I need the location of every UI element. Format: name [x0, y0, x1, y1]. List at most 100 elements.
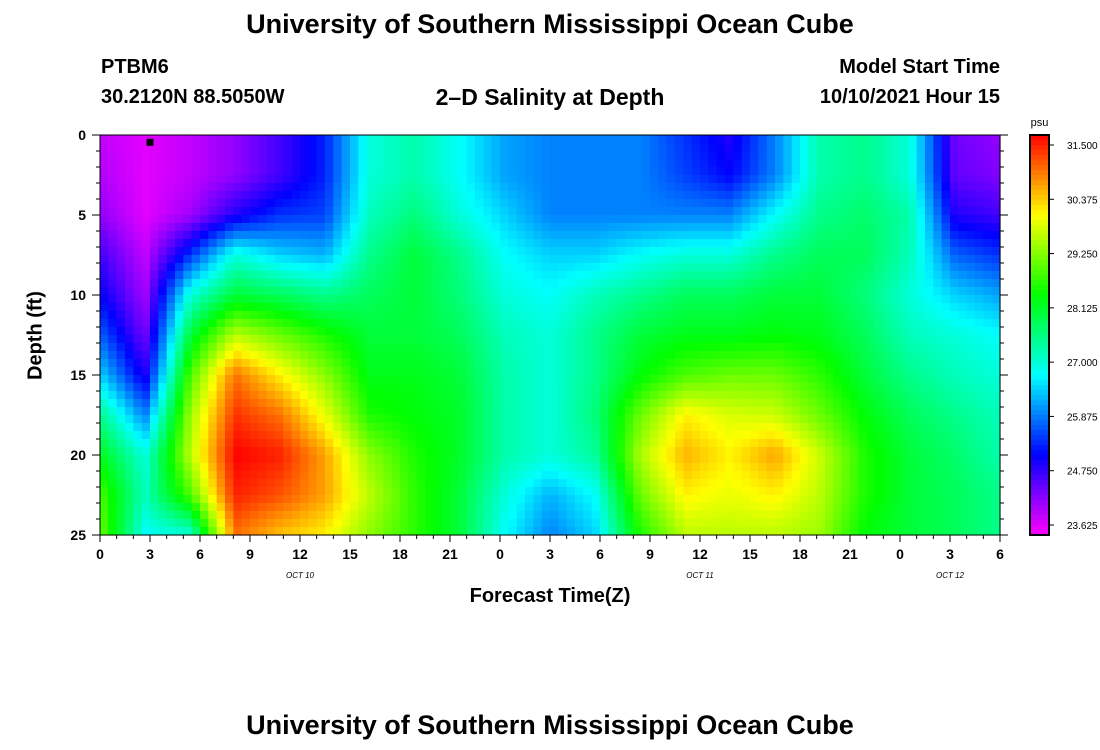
heatmap-cell — [358, 455, 368, 464]
heatmap-cell — [741, 223, 751, 232]
heatmap-cell — [608, 367, 618, 376]
heatmap-cell — [600, 343, 609, 352]
heatmap-cell — [450, 135, 459, 144]
heatmap-cell — [866, 287, 876, 296]
heatmap-cell — [100, 463, 109, 472]
heatmap-cell — [166, 287, 176, 296]
heatmap-cell — [791, 231, 801, 240]
heatmap-cell — [891, 391, 901, 400]
heatmap-cell — [583, 191, 593, 200]
heatmap-cell — [158, 215, 168, 224]
heatmap-cell — [441, 223, 451, 232]
heatmap-cell — [433, 199, 443, 208]
heatmap-cell — [125, 215, 134, 224]
heatmap-cell — [666, 335, 676, 344]
heatmap-cell — [433, 175, 443, 184]
heatmap-cell — [808, 159, 818, 168]
heatmap-cell — [783, 151, 793, 160]
heatmap-cell — [416, 439, 426, 448]
heatmap-cell — [541, 295, 551, 304]
heatmap-cell — [975, 431, 984, 440]
heatmap-cell — [533, 263, 543, 272]
heatmap-cell — [158, 271, 168, 280]
heatmap-cell — [683, 143, 693, 152]
heatmap-cell — [266, 431, 276, 440]
heatmap-cell — [533, 143, 543, 152]
heatmap-cell — [541, 271, 551, 280]
heatmap-cell — [783, 303, 793, 312]
heatmap-cell — [358, 191, 368, 200]
heatmap-cell — [541, 247, 551, 256]
heatmap-cell — [291, 287, 301, 296]
heatmap-cell — [866, 495, 876, 504]
heatmap-cell — [383, 335, 393, 344]
heatmap-cell — [500, 455, 509, 464]
heatmap-cell — [508, 223, 518, 232]
heatmap-cell — [483, 199, 493, 208]
heatmap-cell — [391, 295, 401, 304]
heatmap-cell — [941, 391, 951, 400]
heatmap-cell — [541, 279, 551, 288]
heatmap-cell — [708, 439, 718, 448]
heatmap-cell — [383, 135, 393, 144]
heatmap-cell — [575, 167, 584, 176]
heatmap-cell — [525, 399, 534, 408]
heatmap-cell — [558, 167, 568, 176]
heatmap-cell — [791, 415, 801, 424]
heatmap-cell — [575, 391, 584, 400]
heatmap-cell — [383, 439, 393, 448]
heatmap-cell — [875, 271, 884, 280]
heatmap-cell — [766, 311, 776, 320]
heatmap-cell — [833, 455, 843, 464]
heatmap-cell — [991, 383, 1001, 392]
heatmap-cell — [100, 383, 109, 392]
heatmap-cell — [608, 431, 618, 440]
heatmap-cell — [475, 447, 484, 456]
heatmap-cell — [250, 231, 259, 240]
heatmap-cell — [808, 175, 818, 184]
heatmap-cell — [166, 431, 176, 440]
heatmap-cell — [158, 359, 168, 368]
heatmap-cell — [966, 175, 976, 184]
heatmap-cell — [616, 231, 626, 240]
heatmap-cell — [491, 135, 501, 144]
heatmap-cell — [900, 271, 909, 280]
heatmap-cell — [608, 183, 618, 192]
heatmap-cell — [100, 295, 109, 304]
heatmap-cell — [175, 343, 184, 352]
heatmap-cell — [175, 207, 184, 216]
heatmap-cell — [691, 255, 701, 264]
heatmap-cell — [425, 407, 434, 416]
heatmap-cell — [550, 159, 559, 168]
heatmap-cell — [391, 431, 401, 440]
heatmap-cell — [191, 383, 201, 392]
heatmap-cell — [483, 263, 493, 272]
heatmap-cell — [125, 159, 134, 168]
heatmap-cell — [391, 159, 401, 168]
heatmap-cell — [333, 167, 343, 176]
heatmap-cell — [333, 199, 343, 208]
heatmap-cell — [708, 287, 718, 296]
heatmap-cell — [216, 455, 226, 464]
heatmap-cell — [783, 431, 793, 440]
heatmap-cell — [266, 495, 276, 504]
heatmap-cell — [700, 495, 709, 504]
heatmap-cell — [250, 263, 259, 272]
heatmap-cell — [541, 423, 551, 432]
heatmap-cell — [675, 407, 684, 416]
heatmap-cell — [191, 343, 201, 352]
heatmap-cell — [775, 175, 784, 184]
heatmap-cell — [650, 319, 659, 328]
heatmap-cell — [508, 183, 518, 192]
heatmap-cell — [666, 247, 676, 256]
heatmap-cell — [683, 319, 693, 328]
heatmap-cell — [200, 423, 209, 432]
heatmap-cell — [525, 287, 534, 296]
heatmap-cell — [416, 159, 426, 168]
heatmap-cell — [666, 407, 676, 416]
heatmap-cell — [816, 279, 826, 288]
heatmap-cell — [766, 367, 776, 376]
heatmap-cell — [791, 479, 801, 488]
heatmap-cell — [925, 423, 934, 432]
heatmap-cell — [675, 295, 684, 304]
